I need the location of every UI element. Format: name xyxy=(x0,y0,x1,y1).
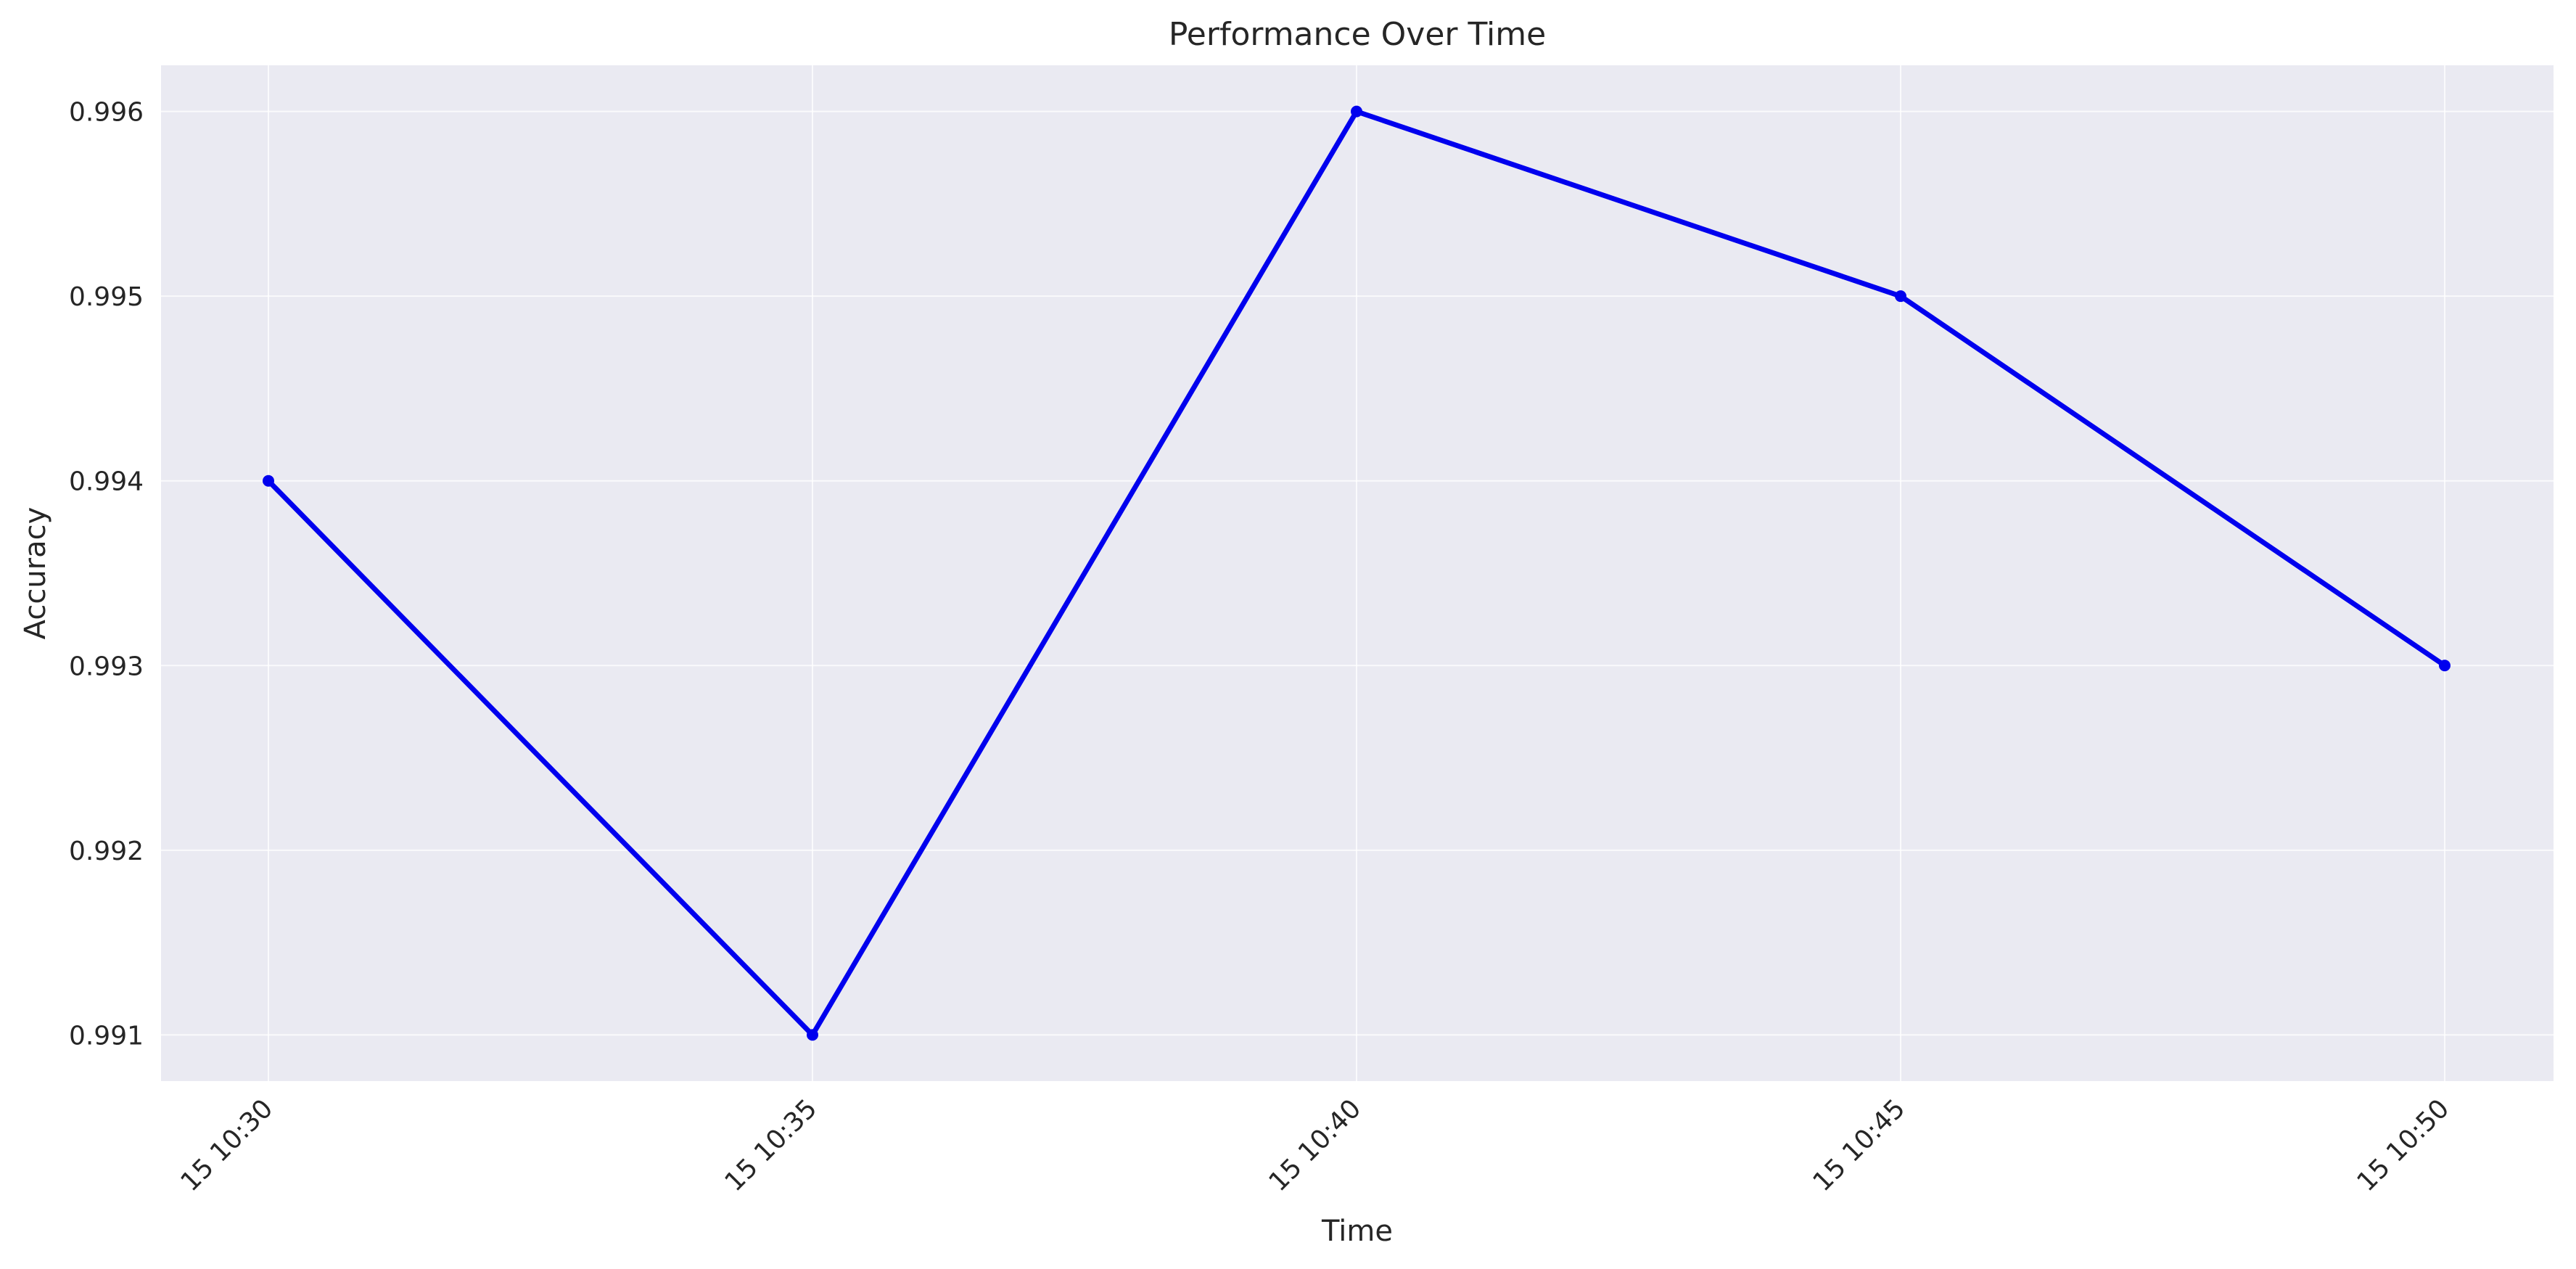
y-axis-label: Accuracy xyxy=(19,507,52,640)
x-axis-label: Time xyxy=(1321,1215,1393,1248)
x-tick-label: 15 10:50 xyxy=(2352,1093,2456,1197)
y-tick-label: 0.994 xyxy=(69,467,144,497)
x-tick-label: 15 10:35 xyxy=(720,1093,823,1197)
data-point xyxy=(1351,105,1362,118)
x-tick-label: 15 10:40 xyxy=(1264,1093,1367,1197)
data-point xyxy=(2439,660,2451,672)
y-tick-labels: 0.991 0.992 0.993 0.994 0.995 0.996 xyxy=(69,98,144,1051)
x-tick-label: 15 10:30 xyxy=(176,1093,279,1197)
y-tick-label: 0.991 xyxy=(69,1021,144,1051)
y-tick-label: 0.992 xyxy=(69,837,144,866)
data-series xyxy=(263,105,2451,1041)
x-gridlines xyxy=(268,65,2445,1081)
y-tick-label: 0.996 xyxy=(69,98,144,128)
chart-title: Performance Over Time xyxy=(1169,16,1546,53)
y-tick-label: 0.995 xyxy=(69,282,144,312)
data-point xyxy=(263,475,274,487)
data-point xyxy=(1895,290,1906,303)
data-point xyxy=(807,1029,818,1041)
x-tick-labels: 15 10:30 15 10:35 15 10:40 15 10:45 15 10:50 xyxy=(176,1093,2456,1197)
y-tick-label: 0.993 xyxy=(69,652,144,681)
x-tick-label: 15 10:45 xyxy=(1808,1093,1912,1197)
